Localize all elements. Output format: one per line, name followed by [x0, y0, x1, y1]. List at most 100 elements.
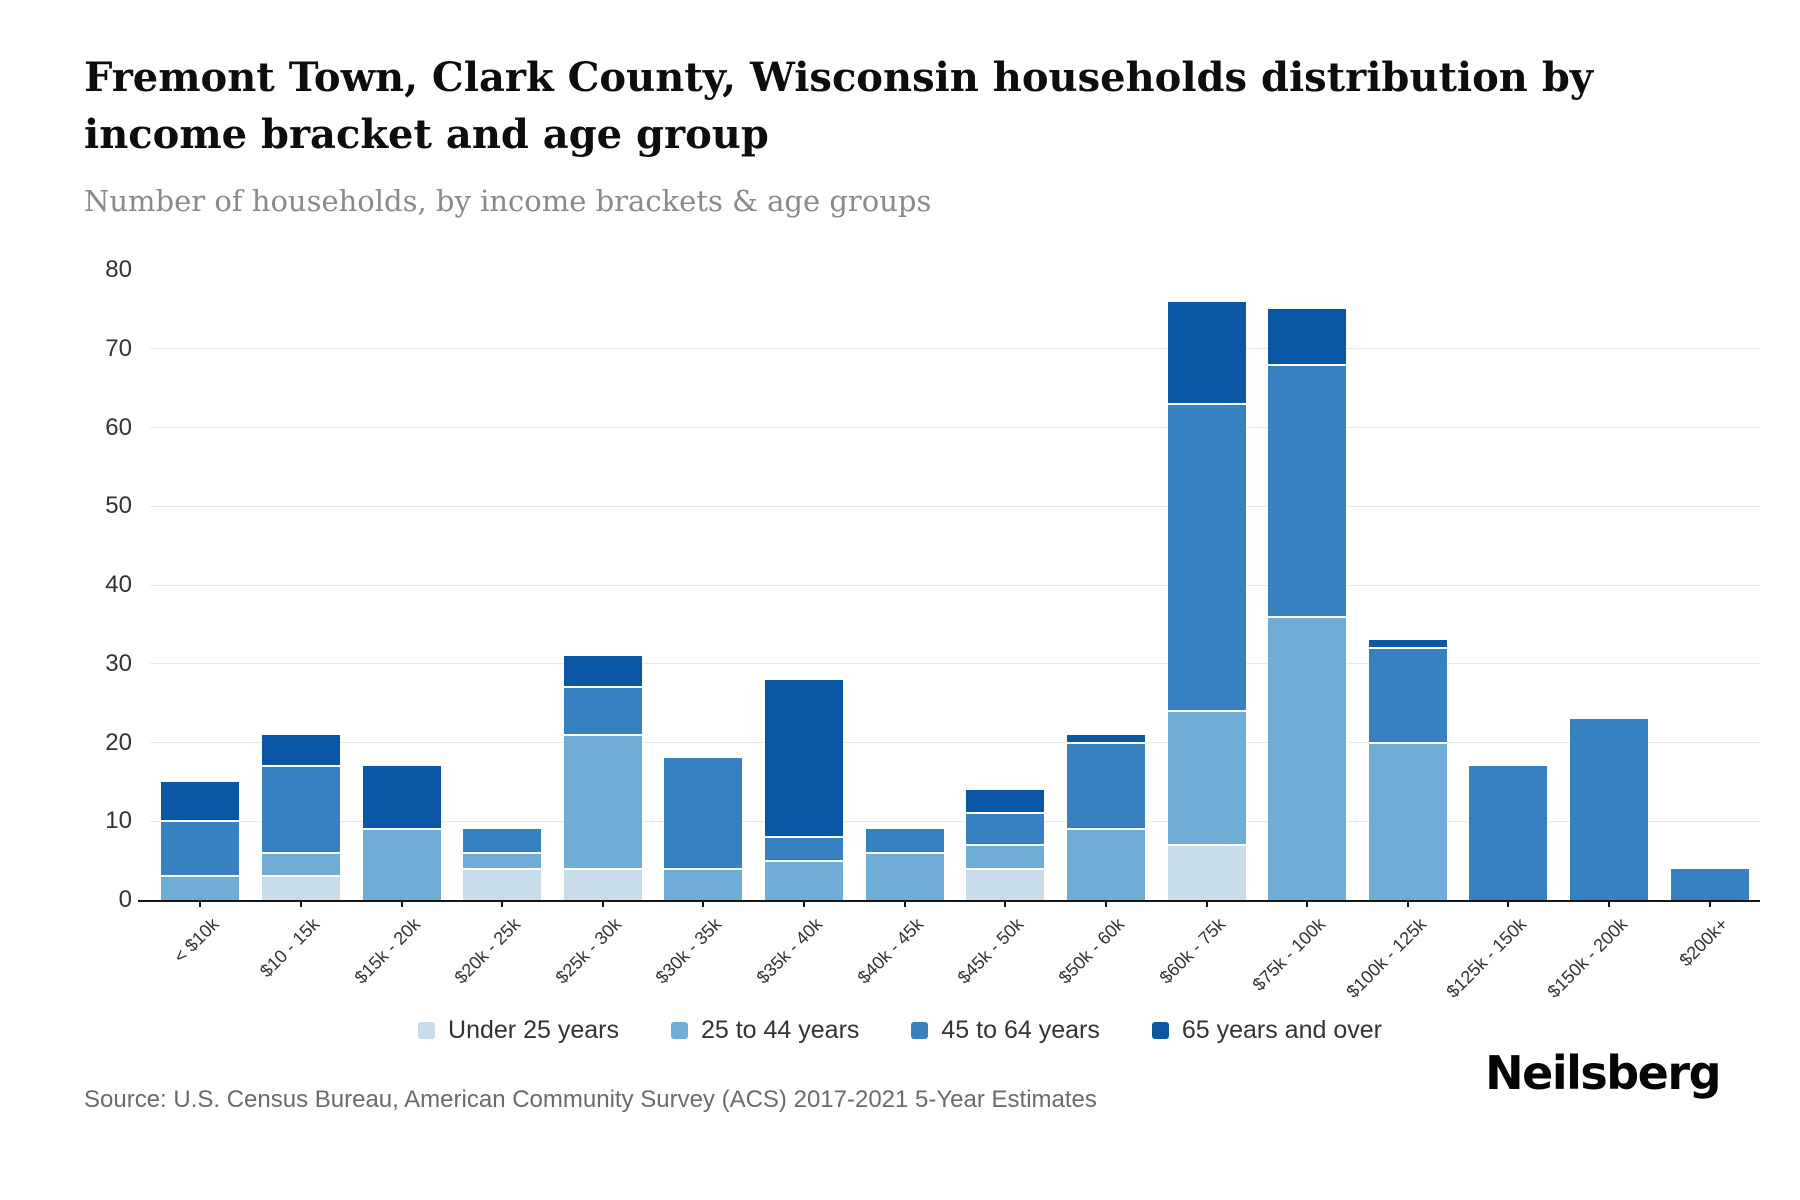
segment-separator	[362, 828, 441, 831]
x-tick	[1507, 900, 1510, 907]
segment-separator	[463, 867, 542, 870]
bar-$20k - 25k	[463, 829, 542, 900]
bar-segment	[1167, 844, 1246, 900]
x-tick-label: $40k - 45k	[853, 914, 927, 988]
y-tick-label: 80	[105, 256, 132, 283]
bar-$30k - 35k	[664, 758, 743, 900]
x-tick-label: $30k - 35k	[651, 914, 726, 988]
bar-segment	[966, 868, 1045, 900]
bar-segment	[1570, 718, 1649, 900]
bar-$45k - 50k	[966, 789, 1045, 900]
bar-segment	[1066, 742, 1145, 830]
bar-$25k - 30k	[563, 655, 642, 900]
segment-separator	[1368, 647, 1447, 649]
bar-segment	[1268, 364, 1347, 617]
y-tick-label: 50	[105, 492, 132, 520]
segment-separator	[1167, 402, 1246, 405]
x-tick-label: $100k - 125k	[1342, 914, 1430, 1002]
x-tick-label: $35k - 40k	[752, 914, 827, 988]
bar-segment	[1066, 734, 1145, 743]
segment-separator	[563, 867, 642, 870]
bar-$10 - 15k	[261, 734, 340, 900]
segment-separator	[1066, 741, 1145, 744]
legend-swatch-icon	[670, 1022, 688, 1039]
bar-segment	[1268, 309, 1347, 365]
y-tick-label: 20	[105, 728, 132, 756]
x-tick-label: $15k - 20k	[350, 914, 424, 988]
segment-separator	[1268, 615, 1347, 618]
bar-segment	[563, 687, 642, 735]
x-tick-label: $125k - 150k	[1442, 914, 1531, 1002]
bar-segment	[765, 860, 844, 900]
bar-$150k - 200k	[1570, 718, 1649, 900]
x-tick	[501, 900, 504, 907]
bar-$15k - 20k	[362, 766, 441, 900]
x-tick	[702, 900, 705, 907]
bar-segment	[463, 852, 542, 869]
bar-segment	[1670, 868, 1749, 900]
x-tick-label: $45k - 50k	[953, 914, 1028, 988]
bar-segment	[966, 789, 1045, 814]
plot-area: 0 10 20 30 40 50 60 70 80 < $10k $10 - 15k $15k - 2…	[105, 256, 1760, 1002]
gridline	[150, 742, 1760, 743]
segment-separator	[765, 859, 844, 862]
x-tick	[1205, 900, 1208, 907]
bar-segment	[865, 829, 944, 853]
y-tick-label: 60	[105, 413, 132, 441]
segment-separator	[966, 812, 1045, 815]
segment-separator	[664, 867, 743, 870]
bar-$35k - 40k	[765, 679, 844, 900]
segment-separator	[1066, 828, 1145, 831]
y-tick-label: 40	[105, 571, 132, 598]
x-tick-label: $200k+	[1675, 914, 1732, 971]
bar-segment	[1469, 766, 1548, 900]
bar-$50k - 60k	[1066, 734, 1145, 900]
x-tick-label: $10 - 15k	[255, 914, 324, 982]
y-tick-label: 70	[105, 334, 132, 362]
x-tick	[199, 900, 202, 907]
x-tick-label: $25k - 30k	[551, 914, 625, 988]
segment-separator	[966, 867, 1045, 870]
y-tick-label: 0	[118, 886, 132, 913]
bar-segment	[161, 781, 240, 822]
bar-segment	[1167, 403, 1246, 711]
legend-swatch-icon	[911, 1022, 929, 1039]
segment-separator	[865, 851, 944, 854]
bar-segment	[563, 868, 642, 900]
gridline	[150, 505, 1760, 507]
legend-label: 25 to 44 years	[700, 1016, 860, 1044]
x-tick-label: < $10k	[169, 914, 223, 967]
segment-separator	[563, 686, 642, 689]
bar-$100k - 125k	[1368, 640, 1447, 900]
bar-segment	[765, 837, 844, 861]
bar-$75k - 100k	[1268, 309, 1347, 900]
legend-swatch-icon	[418, 1022, 436, 1039]
gridline	[150, 663, 1760, 665]
bar-$200k+	[1670, 868, 1749, 900]
bar-segment	[463, 868, 542, 900]
bar-$125k - 150k	[1469, 766, 1548, 900]
x-tick	[1406, 900, 1409, 907]
x-tick	[299, 900, 302, 907]
gridline	[150, 820, 1760, 822]
x-tick	[1708, 900, 1711, 907]
segment-separator	[161, 820, 240, 823]
y-tick-label: 10	[105, 807, 132, 835]
bar-segment	[1167, 711, 1246, 845]
segment-separator	[563, 733, 642, 736]
y-tick-label: 30	[105, 649, 132, 677]
x-tick-label: $150k - 200k	[1543, 914, 1632, 1002]
segment-separator	[261, 765, 340, 768]
x-tick	[1608, 900, 1611, 907]
bar-segment	[1368, 742, 1447, 900]
bar-segment	[261, 766, 340, 853]
x-axis-line	[138, 900, 1760, 902]
bar-segment	[865, 852, 944, 900]
x-tick	[1306, 900, 1309, 907]
chart-subtitle: Number of households, by income brackets…	[84, 183, 932, 218]
bar-segment	[966, 844, 1045, 869]
gridline	[150, 427, 1760, 428]
segment-separator	[1167, 710, 1246, 712]
bar-segment	[261, 876, 340, 900]
segment-separator	[463, 851, 542, 854]
